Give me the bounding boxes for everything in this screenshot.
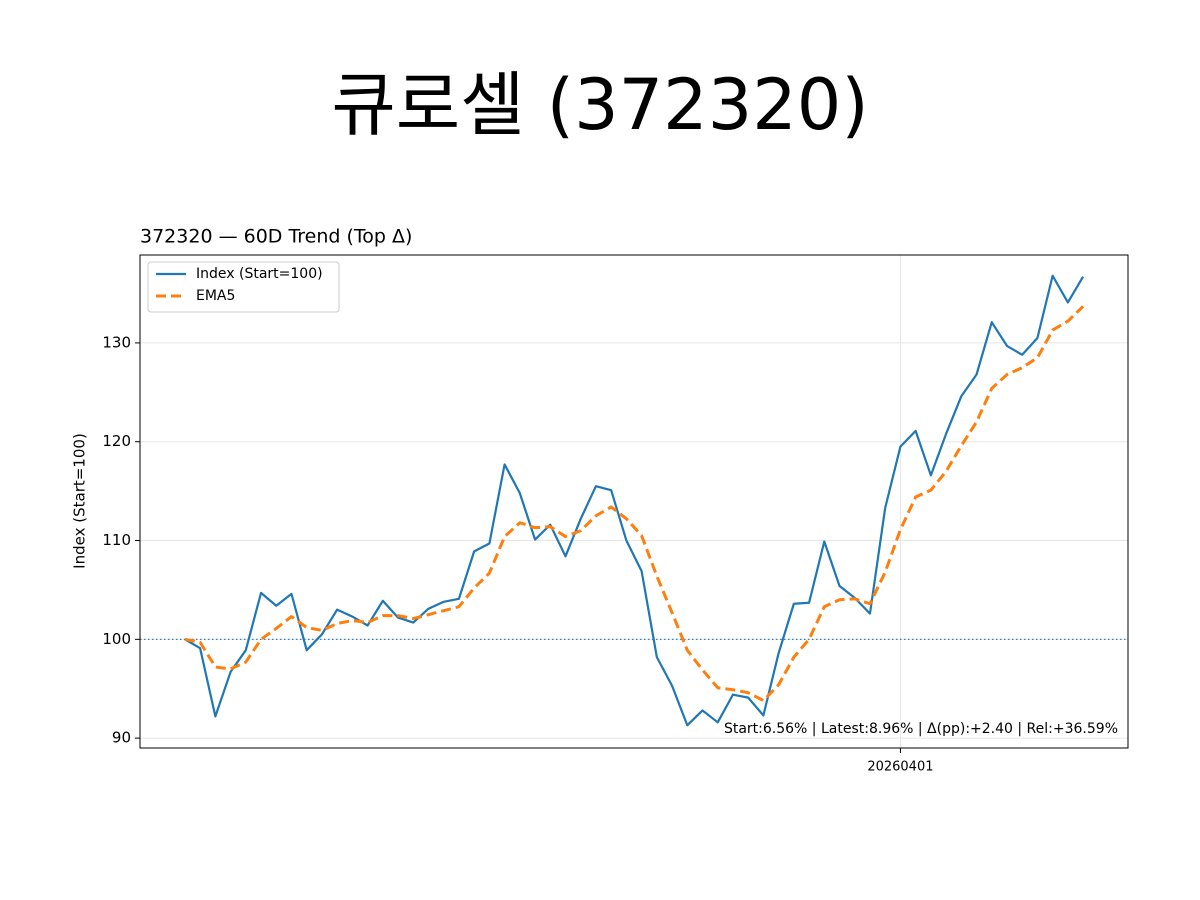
series-line bbox=[184, 274, 1085, 727]
legend: Index (Start=100) EMA5 bbox=[147, 261, 340, 313]
chart-subtitle: 372320 — 60D Trend (Top Δ) bbox=[140, 226, 412, 248]
chart-title: 큐로셀 (372320) bbox=[331, 64, 868, 146]
y-tick-label: 100 bbox=[102, 630, 131, 648]
y-tick-label: 110 bbox=[102, 531, 131, 549]
legend-label: EMA5 bbox=[196, 288, 235, 304]
y-tick-label: 90 bbox=[112, 729, 131, 747]
series-line bbox=[184, 305, 1085, 703]
legend-box bbox=[147, 261, 340, 313]
legend-label: Index (Start=100) bbox=[196, 266, 323, 282]
y-axis-label: Index (Start=100) bbox=[71, 433, 89, 569]
plot-frame bbox=[139, 254, 1129, 749]
x-tick-label: 20260401 bbox=[867, 760, 933, 775]
y-tick-label: 120 bbox=[102, 432, 131, 450]
annotation: Start:6.56% | Latest:8.96% | Δ(pp):+2.40… bbox=[724, 721, 1118, 737]
y-tick-label: 130 bbox=[102, 333, 131, 351]
